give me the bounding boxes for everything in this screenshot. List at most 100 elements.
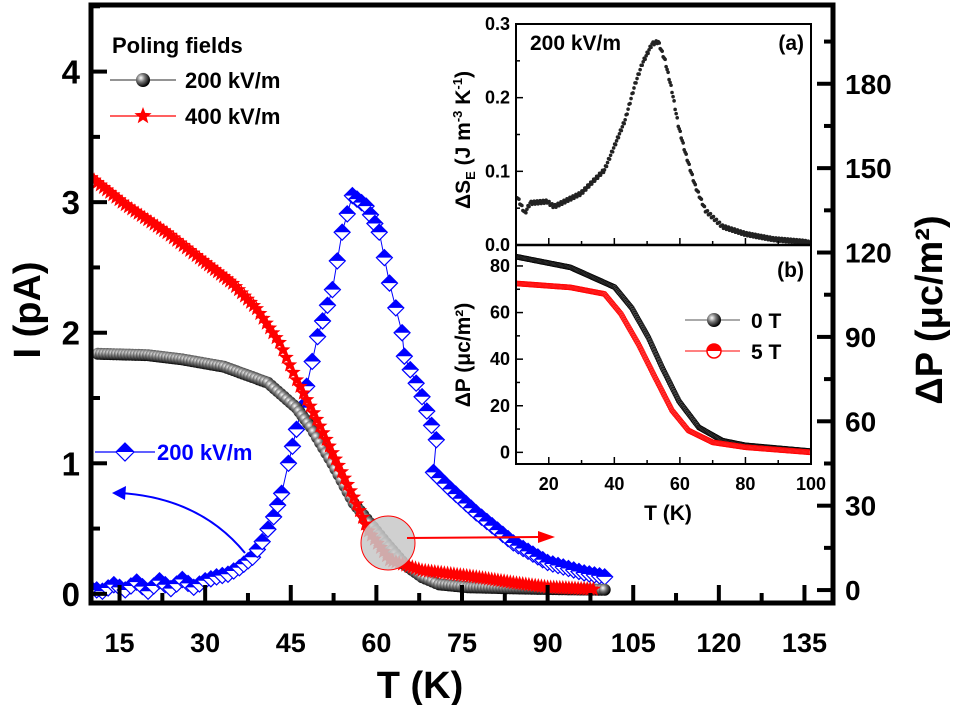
entropy-point [714,217,719,222]
entropy-point [602,168,607,172]
right-y-tick-label: 30 [845,491,876,522]
blue-current-point [338,205,357,223]
inset-x-tick-label: 40 [604,474,624,494]
entropy-point [632,86,636,90]
blue-current-point [272,484,291,503]
red-polarization-point [156,222,172,238]
entropy-point [667,77,671,82]
red-polarization-point [102,184,118,199]
blue-current-point [395,347,414,366]
entropy-point [644,54,648,58]
inset-b-y-tick-label: 60 [490,303,510,323]
entropy-point [670,90,674,95]
red-polarization-point [185,245,201,260]
entropy-point [634,81,638,85]
blue-current-point [253,532,272,551]
red-polarization-point [345,489,362,504]
entropy-point [626,107,630,111]
entropy-point [611,146,616,150]
inset-b-y-axis-label: ΔP (μc/m²) [452,303,475,408]
entropy-point [702,204,707,209]
entropy-point [684,152,688,156]
blue-current-point [287,420,306,439]
red-polarization-point [200,257,217,272]
entropy-point [525,207,529,211]
legend-label-200: 200 kV/m [185,68,280,93]
entropy-point [649,45,653,50]
entropy-point [657,41,662,45]
entropy-point [620,124,625,129]
red-polarization-point [299,391,315,407]
blue-current-point [318,296,337,315]
left-y-tick-label: 3 [62,184,80,221]
red-polarization-point [275,342,291,357]
entropy-point [675,116,680,120]
red-polarization-point [292,378,308,393]
blue-current-point [427,430,446,449]
red-polarization-point [339,476,356,491]
main-x-axis-label: T (K) [377,665,464,705]
right-y-tick-label: 150 [845,153,892,184]
red-polarization-point [268,329,284,345]
inset-b-y-tick-label: 40 [490,349,510,369]
entropy-point [625,112,629,116]
legend-label-400: 400 kV/m [185,104,280,129]
right-y-tick-label: 0 [845,575,861,606]
red-polarization-point [99,182,115,197]
entropy-point [672,99,676,103]
blue-diamond-marker-icon [115,442,135,462]
red-polarization-point [146,216,162,231]
blue-legend-diamond [115,442,135,462]
left-y-tick-label: 4 [62,54,81,91]
red-polarization-point [321,438,337,453]
entropy-point [717,220,722,225]
entropy-point [664,64,668,69]
entropy-point [693,182,698,187]
inset-a-note: 200 kV/m [530,32,621,55]
entropy-point [678,129,683,134]
blue-current-point [323,280,342,299]
red-polarization-point [194,252,211,267]
entropy-point [613,142,618,147]
red-polarization-point [159,224,175,240]
red-polarization-point [143,214,159,229]
red-polarization-point [354,509,371,524]
entropy-point [607,157,612,161]
entropy-point [631,91,635,95]
red-polarization-point [302,398,318,413]
red-polarization-point [133,207,149,222]
red-polarization-point [92,177,108,192]
red-polarization-point [585,581,601,596]
highlight-circle [360,515,416,571]
blue-current-point [417,402,436,420]
inset-a-y-tick-label: 0.0 [485,235,510,255]
entropy-point [647,48,651,52]
red-polarization-point [312,418,328,433]
entropy-point [622,121,626,126]
red-polarization-point [271,334,287,349]
red-polarization-point [255,310,271,325]
entropy-point [668,80,672,85]
red-polarization-point [221,273,238,288]
entropy-point [646,51,650,56]
entropy-point [610,150,615,154]
red-polarization-point [224,275,241,290]
red-polarization-point [309,411,325,426]
red-polarization-point [282,357,298,372]
entropy-point [524,210,528,215]
entropy-point [517,197,521,201]
entropy-point [604,164,609,169]
right-y-tick-label: 90 [845,322,876,353]
red-polarization-point [218,270,235,286]
red-polarization-point [130,205,146,220]
entropy-point [605,160,610,165]
x-tick-label: 45 [276,628,306,658]
inset-b-y-tick-label: 80 [490,256,510,276]
entropy-point [635,76,639,81]
x-tick-label: 60 [361,628,391,658]
red-polarization-point [318,431,334,446]
x-tick-label: 15 [105,628,135,658]
blue-series-label: 200 kV/m [157,440,252,465]
